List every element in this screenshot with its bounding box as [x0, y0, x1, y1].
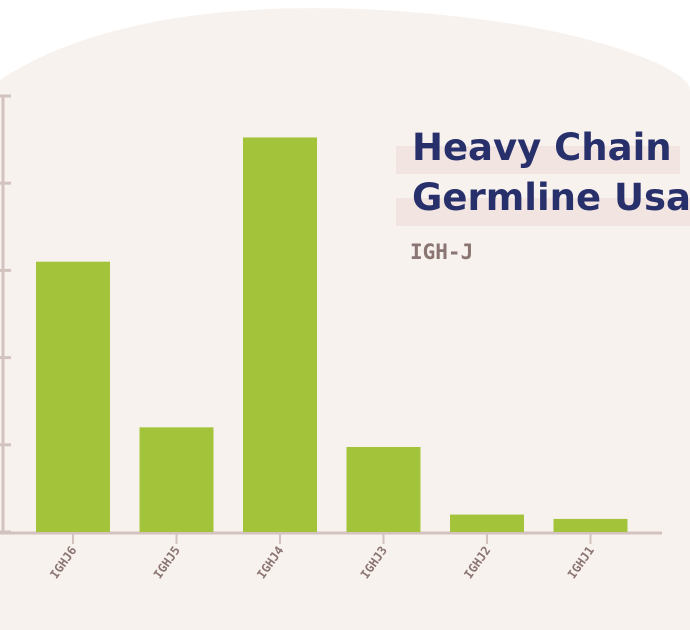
bar-ighj2 [450, 514, 524, 532]
bar-ighj4 [243, 137, 317, 533]
bar-ighj5 [139, 427, 214, 532]
title-block: Heavy Chain Germline Usage IGH-J [396, 126, 690, 264]
background-blob-bottom [0, 540, 690, 630]
chart-subtitle: IGH-J [410, 240, 473, 264]
chart-title-line-2: Germline Usage [412, 176, 690, 219]
bars [36, 137, 628, 533]
title-highlight-2 [396, 198, 690, 226]
axes [0, 94, 662, 535]
bar-ighj6 [36, 261, 110, 532]
bar-ighj3 [346, 446, 421, 532]
chart-title-line-1: Heavy Chain [412, 126, 672, 169]
title-highlight-1 [396, 146, 680, 174]
bar-ighj1 [553, 518, 628, 532]
